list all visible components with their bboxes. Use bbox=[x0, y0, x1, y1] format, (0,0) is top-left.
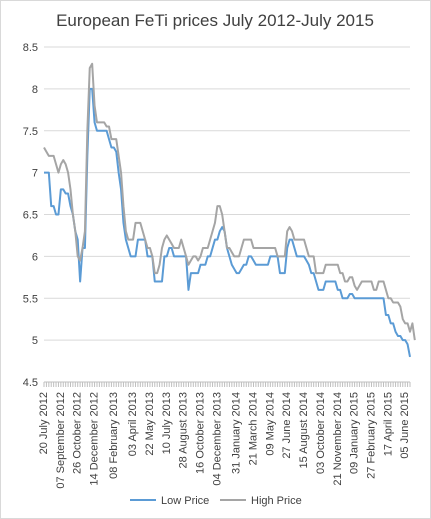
x-tick-label: 21 March 2014 bbox=[247, 392, 259, 465]
x-tick-label: 10 July 2013 bbox=[161, 392, 173, 454]
series-lines bbox=[43, 62, 416, 358]
y-tick-label: 6.5 bbox=[23, 210, 38, 222]
series-line-high-price bbox=[43, 62, 416, 341]
x-tick-label: 28 August 2013 bbox=[178, 392, 190, 468]
x-tick-label: 15 August 2014 bbox=[298, 392, 310, 468]
y-tick-label: 5 bbox=[32, 335, 38, 347]
gridlines bbox=[44, 46, 410, 341]
x-tick-label: 17 April 2015 bbox=[382, 392, 394, 456]
x-tick-label: 04 December 2013 bbox=[211, 392, 223, 486]
x-tick-label: 03 April 2013 bbox=[127, 392, 139, 456]
x-tick-label: 21 November 2014 bbox=[332, 392, 344, 486]
y-axis-tick-labels: 4.5 5 5.5 6 6.5 7 7.5 8 8.5 bbox=[23, 42, 38, 389]
x-tick-label: 27 June 2014 bbox=[281, 392, 293, 459]
x-tick-label: 03 October 2014 bbox=[315, 392, 327, 474]
x-tick-label: 09 May 2014 bbox=[264, 392, 276, 456]
x-tick-label: 22 May 2013 bbox=[144, 392, 156, 456]
x-tick-label: 05 June 2015 bbox=[399, 392, 411, 459]
y-tick-label: 5.5 bbox=[23, 293, 38, 305]
x-tick-label: 20 July 2012 bbox=[38, 392, 50, 454]
chart-title: European FeTi prices July 2012-July 2015 bbox=[56, 11, 374, 30]
x-tick-label: 31 January 2014 bbox=[231, 392, 243, 474]
x-tick-label: 27 February 2015 bbox=[365, 392, 377, 479]
x-tick-label: 09 January 2015 bbox=[349, 392, 361, 474]
x-tick-label: 26 October 2012 bbox=[72, 392, 84, 474]
x-axis-tick-labels: 20 July 2012 07 September 2012 26 October … bbox=[38, 392, 411, 489]
y-tick-label: 7.5 bbox=[23, 126, 38, 138]
legend: Low Price High Price bbox=[130, 495, 302, 507]
legend-label-low-price: Low Price bbox=[161, 495, 209, 507]
x-tick-label: 16 October 2013 bbox=[195, 392, 207, 474]
x-tick-label: 07 September 2012 bbox=[55, 392, 67, 489]
y-tick-label: 4.5 bbox=[23, 377, 38, 389]
x-tick-label: 14 December 2012 bbox=[89, 392, 101, 486]
x-axis bbox=[43, 381, 411, 387]
y-tick-label: 7 bbox=[32, 168, 38, 180]
y-tick-label: 8.5 bbox=[23, 42, 38, 54]
y-tick-label: 6 bbox=[32, 251, 38, 263]
x-tick-label: 08 February 2013 bbox=[108, 392, 120, 479]
y-tick-label: 8 bbox=[32, 84, 38, 96]
legend-label-high-price: High Price bbox=[251, 495, 302, 507]
